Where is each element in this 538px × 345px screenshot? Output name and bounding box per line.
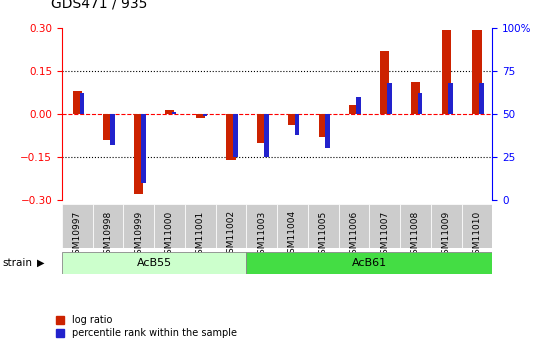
Bar	[226, 114, 236, 160]
Text: GSM11010: GSM11010	[472, 210, 482, 259]
Bar	[165, 110, 174, 114]
Bar	[185, 204, 216, 248]
Bar	[411, 82, 420, 114]
Text: GSM11004: GSM11004	[288, 210, 297, 259]
Bar	[479, 83, 484, 114]
Bar	[110, 114, 115, 145]
Bar	[123, 204, 154, 248]
Bar	[338, 204, 369, 248]
Bar	[472, 30, 482, 114]
Bar	[417, 93, 422, 114]
Bar	[277, 204, 308, 248]
Text: GSM10997: GSM10997	[73, 210, 82, 259]
Text: GSM11003: GSM11003	[257, 210, 266, 259]
Bar	[349, 105, 358, 114]
Legend: log ratio, percentile rank within the sample: log ratio, percentile rank within the sa…	[56, 315, 237, 338]
Text: GSM10998: GSM10998	[103, 210, 112, 259]
Text: GSM11009: GSM11009	[442, 210, 451, 259]
Bar	[400, 204, 431, 248]
Bar	[462, 204, 492, 248]
Text: ▶: ▶	[37, 258, 44, 268]
Bar	[246, 252, 492, 274]
Bar	[103, 114, 112, 140]
Bar	[62, 252, 246, 274]
Bar	[295, 114, 299, 135]
Bar	[73, 91, 82, 114]
Bar	[141, 114, 146, 183]
Bar	[154, 204, 185, 248]
Bar	[369, 204, 400, 248]
Text: AcB55: AcB55	[137, 258, 172, 268]
Bar	[325, 114, 330, 148]
Text: GSM11001: GSM11001	[196, 210, 205, 259]
Text: GSM11007: GSM11007	[380, 210, 389, 259]
Text: GSM11008: GSM11008	[411, 210, 420, 259]
Bar	[356, 97, 361, 114]
Bar	[264, 114, 268, 157]
Text: strain: strain	[3, 258, 33, 268]
Bar	[62, 204, 93, 248]
Bar	[93, 204, 123, 248]
Bar	[308, 204, 338, 248]
Bar	[431, 204, 462, 248]
Bar	[233, 114, 238, 157]
Bar	[196, 114, 205, 118]
Text: AcB61: AcB61	[352, 258, 387, 268]
Bar	[442, 30, 451, 114]
Bar	[202, 114, 207, 116]
Bar	[257, 114, 266, 142]
Bar	[172, 112, 176, 114]
Bar	[216, 204, 246, 248]
Bar	[387, 83, 392, 114]
Bar	[380, 51, 390, 114]
Text: GSM10999: GSM10999	[134, 210, 143, 259]
Bar	[288, 114, 297, 125]
Bar	[449, 83, 453, 114]
Text: GSM11005: GSM11005	[318, 210, 328, 259]
Text: GSM11002: GSM11002	[226, 210, 236, 259]
Bar	[318, 114, 328, 137]
Text: GSM11000: GSM11000	[165, 210, 174, 259]
Bar	[134, 114, 143, 194]
Bar	[80, 93, 84, 114]
Text: GSM11006: GSM11006	[349, 210, 358, 259]
Text: GDS471 / 935: GDS471 / 935	[51, 0, 147, 10]
Bar	[246, 204, 277, 248]
